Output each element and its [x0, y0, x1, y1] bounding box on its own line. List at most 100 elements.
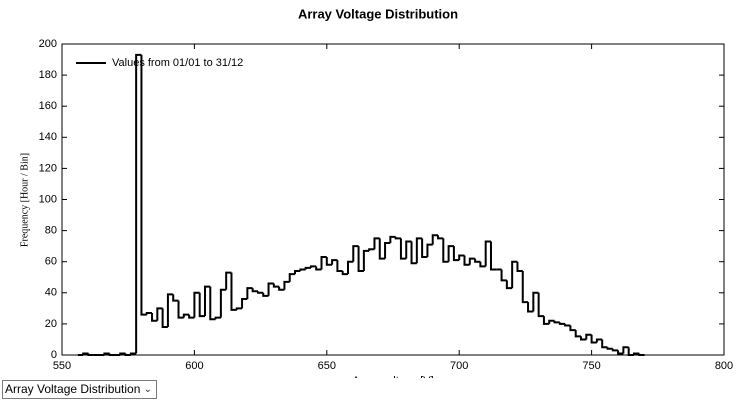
histogram-bin: [320, 256, 327, 270]
histogram-bin: [256, 291, 264, 294]
histogram-bin: [447, 245, 454, 262]
histogram-bin: [463, 255, 470, 266]
histogram-bin: [156, 307, 163, 321]
histogram-bin: [241, 298, 248, 309]
histogram-bin: [617, 350, 624, 355]
histogram-bin: [373, 237, 380, 250]
histogram-bin: [389, 235, 396, 244]
histogram-bin: [585, 333, 592, 340]
histogram-bin: [209, 286, 216, 321]
histogram-bin: [262, 292, 269, 297]
histogram-bin: [346, 260, 354, 275]
histogram-bin: [521, 271, 529, 304]
histogram-bin: [606, 347, 613, 350]
y-tick-label: 160: [39, 100, 57, 112]
histogram-bin: [188, 314, 195, 319]
histogram-bin: [352, 245, 359, 262]
histogram-bin: [87, 353, 94, 356]
histogram-bin: [537, 292, 544, 318]
histogram-bin: [135, 53, 142, 354]
y-tick-label: 120: [39, 162, 57, 174]
histogram-bin: [569, 325, 576, 332]
histogram-bin: [558, 322, 566, 325]
histogram-bin: [532, 291, 539, 312]
histogram-bin: [431, 234, 439, 245]
histogram-bin: [336, 260, 343, 273]
histogram-bin: [246, 287, 253, 300]
histogram-bin: [553, 320, 560, 324]
histogram-bin: [219, 288, 227, 318]
histogram-bin: [627, 347, 634, 356]
chart-title: Array Voltage Distribution: [298, 6, 458, 21]
histogram-bin: [362, 249, 370, 272]
histogram-bin: [103, 352, 110, 355]
histogram-bin: [119, 352, 126, 355]
histogram-bin: [394, 236, 401, 240]
histogram-bin: [426, 243, 433, 258]
histogram-bin: [468, 257, 476, 265]
histogram-bin: [315, 266, 322, 271]
x-tick-label: 600: [185, 360, 203, 372]
histogram-bin: [182, 313, 190, 318]
histogram-bin: [511, 260, 518, 289]
histogram-bin: [580, 336, 587, 341]
histogram-bin: [108, 353, 115, 356]
histogram-bin: [595, 338, 603, 343]
histogram-bin: [151, 313, 158, 322]
histogram-bin: [489, 241, 497, 271]
selector-text: Array Voltage Distribution: [5, 382, 141, 396]
x-tick-label: 650: [318, 360, 336, 372]
histogram-bin: [82, 352, 89, 355]
histogram-bin: [399, 238, 407, 260]
x-tick-label: 750: [582, 360, 600, 372]
histogram-bin: [283, 280, 290, 290]
dropdown-arrow[interactable]: ⌄: [143, 384, 152, 395]
x-tick-label: 800: [715, 360, 733, 372]
y-tick-label: 20: [45, 318, 57, 330]
x-tick-label: 550: [53, 360, 71, 372]
histogram-bin: [479, 261, 486, 268]
histogram-bin: [590, 334, 597, 344]
histogram-bin: [516, 261, 523, 273]
histogram-bin: [421, 238, 428, 259]
histogram-bin: [415, 237, 423, 264]
x-axis-label: Array voltage [V]: [352, 375, 433, 378]
histogram-bin: [272, 283, 280, 288]
y-tick-label: 100: [39, 193, 57, 205]
y-tick-label: 40: [45, 287, 57, 299]
histogram-bin: [437, 235, 444, 240]
y-tick-label: 0: [51, 349, 57, 361]
y-tick-label: 180: [39, 69, 57, 81]
y-tick-label: 140: [39, 131, 57, 143]
histogram-bin: [299, 268, 306, 272]
histogram-bin: [505, 280, 513, 290]
histogram-bin: [288, 273, 296, 282]
histogram-bin: [166, 293, 174, 328]
histogram-bin: [203, 285, 211, 317]
histogram-bin: [198, 292, 205, 318]
histogram-bin: [574, 330, 582, 338]
histogram-bin: [331, 259, 338, 265]
x-tick-label: 700: [450, 360, 468, 372]
y-tick-label: 60: [45, 256, 57, 268]
histogram-bin: [161, 308, 168, 329]
chart-selector[interactable]: Array Voltage Distribution ⌄: [2, 380, 157, 399]
histogram-bin: [500, 269, 507, 282]
histogram-bin: [542, 316, 550, 325]
histogram-bin: [304, 266, 311, 270]
histogram-bin: [267, 282, 274, 296]
histogram-bin: [357, 246, 364, 273]
histogram-bin: [145, 312, 153, 315]
histogram-bin: [235, 307, 243, 310]
histogram-bin: [225, 271, 232, 290]
histogram-bin: [368, 248, 375, 251]
histogram-bin: [632, 352, 640, 355]
histogram-bin: [527, 302, 534, 313]
histogram-bin: [278, 286, 285, 291]
histogram-bin: [341, 271, 348, 276]
histogram-bin: [214, 316, 221, 320]
histogram-bin: [601, 339, 608, 349]
histogram-bin: [325, 257, 333, 266]
legend-label: Values from 01/01 to 31/12: [112, 57, 243, 69]
